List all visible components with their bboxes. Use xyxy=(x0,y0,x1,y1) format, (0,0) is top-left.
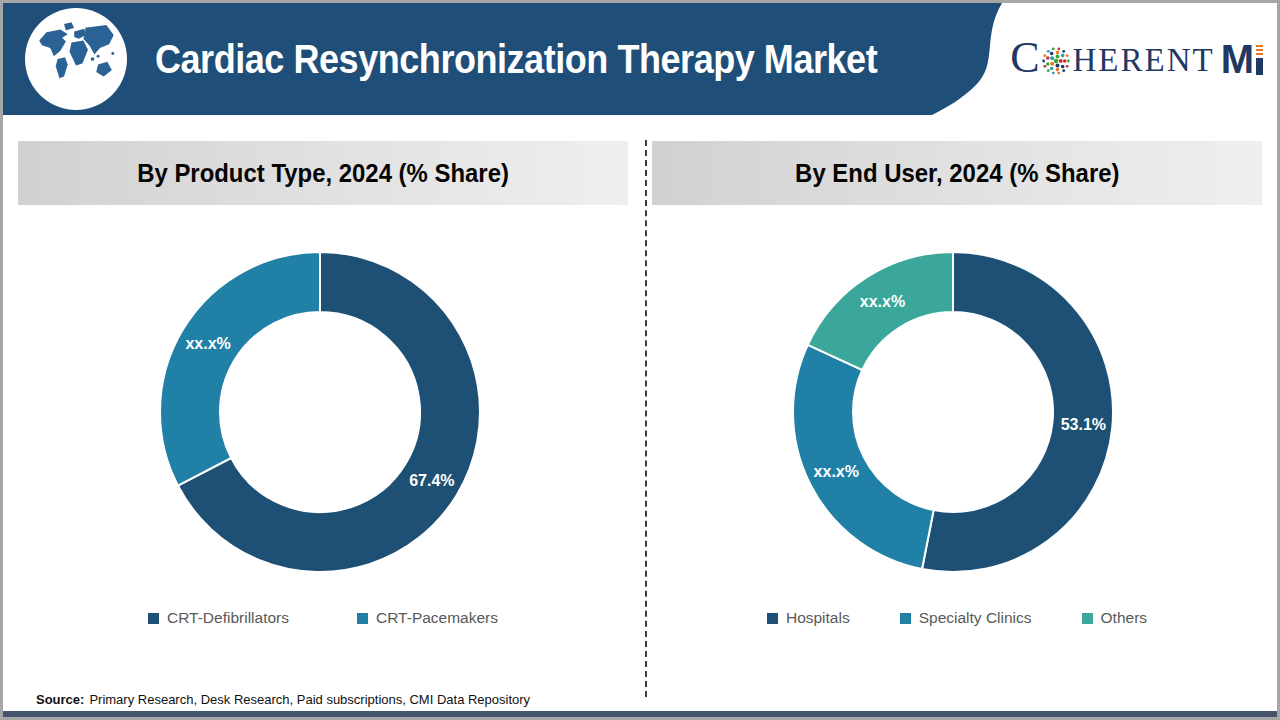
legend-swatch-icon xyxy=(1082,613,1093,624)
donut-slice-crt-pacemakers xyxy=(160,252,320,486)
legend-swatch-icon xyxy=(357,613,368,624)
legend-label: Specialty Clinics xyxy=(919,609,1032,627)
slice-label-specialty-clinics: xx.x% xyxy=(814,463,859,480)
panel-banner-end-user: By End User, 2024 (% Share) xyxy=(652,141,1262,205)
legend-item-hospitals: Hospitals xyxy=(767,609,850,627)
brand-i-mark xyxy=(1256,45,1263,75)
header: Cardiac Resynchronization Therapy Market… xyxy=(3,3,1277,115)
panel-banner-product-type: By Product Type, 2024 (% Share) xyxy=(18,141,628,205)
world-map-logo xyxy=(25,8,127,110)
slice-label-crt-defibrillators: 67.4% xyxy=(409,472,454,489)
legend-label: Others xyxy=(1101,609,1148,627)
donut-slice-specialty-clinics xyxy=(793,345,934,569)
legend-product-type: CRT-Defibrillators CRT-Pacemakers xyxy=(18,609,628,627)
source-note: Source: Primary Research, Desk Research, … xyxy=(36,692,530,707)
brand-m: M xyxy=(1221,44,1253,75)
legend-end-user: Hospitals Specialty Clinics Others xyxy=(652,609,1262,627)
panel-title-product-type: By Product Type, 2024 (% Share) xyxy=(137,158,509,189)
legend-label: CRT-Pacemakers xyxy=(376,609,498,627)
panel-divider xyxy=(645,140,647,697)
legend-swatch-icon xyxy=(767,613,778,624)
brand-logo: C HERENT M xyxy=(1010,41,1263,75)
page-title: Cardiac Resynchronization Therapy Market xyxy=(155,3,877,115)
legend-item-crt-defibrillators: CRT-Defibrillators xyxy=(148,609,289,627)
legend-swatch-icon xyxy=(148,613,159,624)
legend-label: Hospitals xyxy=(786,609,850,627)
legend-item-crt-pacemakers: CRT-Pacemakers xyxy=(357,609,498,627)
slice-label-hospitals: 53.1% xyxy=(1061,416,1106,433)
brand-herent: HERENT xyxy=(1073,46,1215,75)
legend-item-others: Others xyxy=(1082,609,1148,627)
source-text: Primary Research, Desk Research, Paid su… xyxy=(89,692,530,707)
world-map-icon xyxy=(30,13,122,105)
infographic-page: Cardiac Resynchronization Therapy Market… xyxy=(0,0,1280,720)
bottom-strip xyxy=(3,711,1277,717)
donut-chart-end-user: 53.1% xx.x% xx.x% xyxy=(788,247,1118,577)
legend-label: CRT-Defibrillators xyxy=(167,609,289,627)
donut-slice-others xyxy=(808,252,953,370)
brand-letter-c: C xyxy=(1010,41,1039,75)
panel-title-end-user: By End User, 2024 (% Share) xyxy=(795,158,1119,189)
source-label: Source: xyxy=(36,692,84,707)
slice-label-crt-pacemakers: xx.x% xyxy=(185,335,230,352)
dotted-globe-icon xyxy=(1041,46,1071,76)
legend-item-specialty-clinics: Specialty Clinics xyxy=(900,609,1032,627)
legend-swatch-icon xyxy=(900,613,911,624)
slice-label-others: xx.x% xyxy=(860,293,905,310)
donut-chart-product-type: 67.4% xx.x% xyxy=(155,247,485,577)
